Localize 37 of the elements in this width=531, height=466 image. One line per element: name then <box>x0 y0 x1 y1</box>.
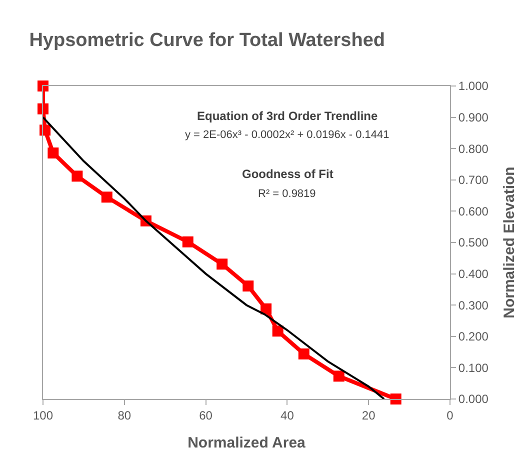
annotation: Equation of 3rd Order Trendline <box>197 109 378 123</box>
y-tick-label: 0.100 <box>458 360 489 375</box>
y-tick-label: 1.000 <box>458 79 489 94</box>
point <box>216 258 228 270</box>
point <box>242 280 254 292</box>
y-axis-title: Normalized Elevation <box>500 166 518 318</box>
point <box>38 103 48 114</box>
x-tick-label: 40 <box>280 408 294 422</box>
point <box>72 170 83 182</box>
x-tick-label: 60 <box>199 408 213 422</box>
point <box>101 192 112 203</box>
chart-title: Hypsometric Curve for Total Watershed <box>29 30 385 51</box>
point <box>272 326 284 337</box>
x-axis-title: Normalized Area <box>188 434 306 452</box>
y-tick-label: 0.400 <box>458 267 489 281</box>
annotation: Goodness of Fit <box>242 167 334 181</box>
point <box>260 303 272 314</box>
y-tick-label: 0.800 <box>458 142 489 156</box>
y-tick-label: 0.300 <box>458 298 489 312</box>
annotation: y = 2E-06x³ - 0.0002x² + 0.0196x - 0.1441 <box>185 129 390 141</box>
point <box>298 348 310 360</box>
point <box>182 236 194 248</box>
point <box>48 147 59 158</box>
x-tick-label: 0 <box>446 408 454 422</box>
point <box>390 394 402 404</box>
annotation: R² = 0.9819 <box>258 188 316 200</box>
point <box>38 80 48 92</box>
x-tick-label: 100 <box>32 408 54 422</box>
y-tick-label: 0.500 <box>458 236 489 250</box>
y-tick-label: 0.200 <box>458 330 489 344</box>
y-tick-label: 0.700 <box>458 173 489 188</box>
point <box>333 370 344 382</box>
y-tick-label: 0.000 <box>458 392 489 406</box>
y-tick-label: 0.600 <box>458 204 489 218</box>
y-tick-label: 0.900 <box>458 110 489 124</box>
x-tick-label: 80 <box>118 408 132 422</box>
x-tick-label: 20 <box>362 408 376 422</box>
